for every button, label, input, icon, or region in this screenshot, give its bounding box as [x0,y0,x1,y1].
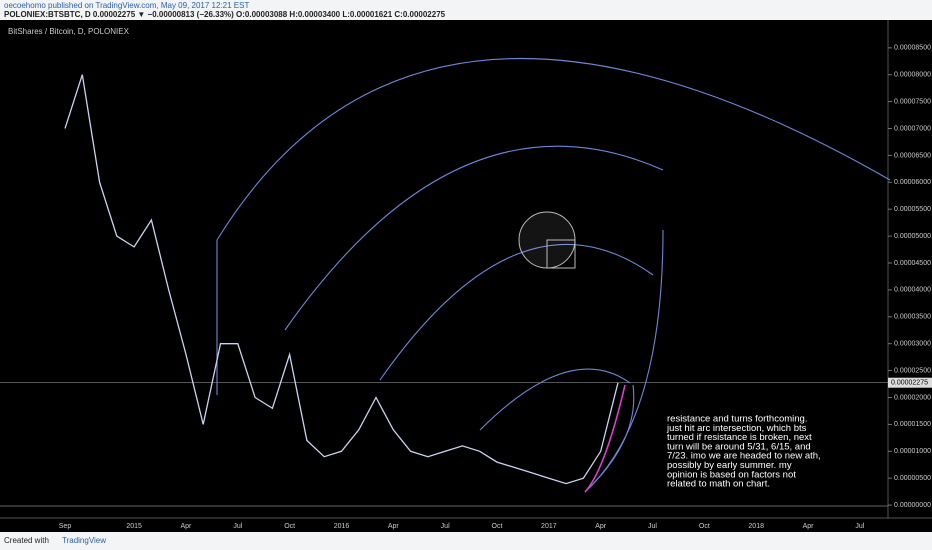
arc [216,58,891,241]
y-tick-label: 0.00000500 [894,475,931,482]
x-tick-label: Jul [233,523,242,530]
x-tick-label: Jul [855,523,864,530]
x-tick-label: Oct [492,523,503,530]
footer-created: Created with [4,536,49,545]
price-label-box [888,377,932,388]
x-tick-label: Apr [803,523,815,530]
x-tick-label: Apr [388,523,400,530]
x-tick-label: 2018 [748,523,764,530]
y-tick-label: 0.00008000 [894,72,931,79]
x-tick-label: 2017 [541,523,557,530]
plot-area [0,20,888,518]
chart-title: BitShares / Bitcoin, D, POLONIEX [8,27,130,36]
x-tick-label: Jul [441,523,450,530]
x-tick-label: Apr [181,523,193,530]
y-tick-label: 0.00006500 [894,152,931,159]
x-tick-label: Sep [59,523,72,530]
y-tick-label: 0.00004000 [894,287,931,294]
y-tick-label: 0.00005000 [894,233,931,240]
x-tick-label: Oct [284,523,295,530]
annotation-line: opinion is based on factors not [667,469,796,480]
y-tick-label: 0.00003000 [894,341,931,348]
header-bar [0,0,932,20]
arc [379,244,654,381]
trend-curve [584,384,626,493]
annotation-line: turn will be around 5/31, 6/15, and [667,441,811,452]
x-tick-label: 2015 [126,523,142,530]
y-tick-label: 0.00004500 [894,260,931,267]
y-tick-label: 0.00002000 [894,394,931,401]
x-tick-label: Apr [595,523,607,530]
arc [284,145,664,331]
price-line-series [64,74,619,485]
y-tick-label: 0.00007500 [894,98,931,105]
x-tick-label: Oct [699,523,710,530]
y-tick-label: 0.00007000 [894,125,931,132]
y-tick-label: 0.00006000 [894,179,931,186]
y-tick-label: 0.00005500 [894,206,931,213]
arc [584,384,635,493]
annotation: resistance and turns forthcoming.just hi… [666,414,821,490]
drawings [216,58,891,493]
y-tick-label: 0.00002500 [894,367,931,374]
y-tick-label: 0.00008500 [894,45,931,52]
annotation-line: related to math on chart. [667,479,770,490]
y-tick-label: 0.00003500 [894,314,931,321]
footer-brand: TradingView [62,536,106,545]
annotation-line: turned if resistance is broken, next [667,432,812,443]
x-tick-label: Jul [648,523,657,530]
y-tick-label: 0.00000000 [894,502,931,509]
footer-bar [0,532,932,550]
author-line: oecoehomo published on TradingView.com, … [4,1,249,10]
arc [479,368,631,431]
y-tick-label: 0.00001500 [894,421,931,428]
symbol-line: POLONIEX:BTSBTC, D 0.00002275 ▼ −0.00000… [4,10,446,19]
annotation-line: 7/23. imo we are headed to new ath, [667,451,821,462]
annotation-line: just hit arc intersection, which bts [666,423,807,434]
price-label: 0.00002275 [891,380,928,387]
square-marker [546,239,576,269]
y-tick-label: 0.00001000 [894,448,931,455]
x-tick-label: 2016 [334,523,350,530]
annotation-line: possibly by early summer. my [667,460,792,471]
annotation-line: resistance and turns forthcoming. [667,414,807,425]
